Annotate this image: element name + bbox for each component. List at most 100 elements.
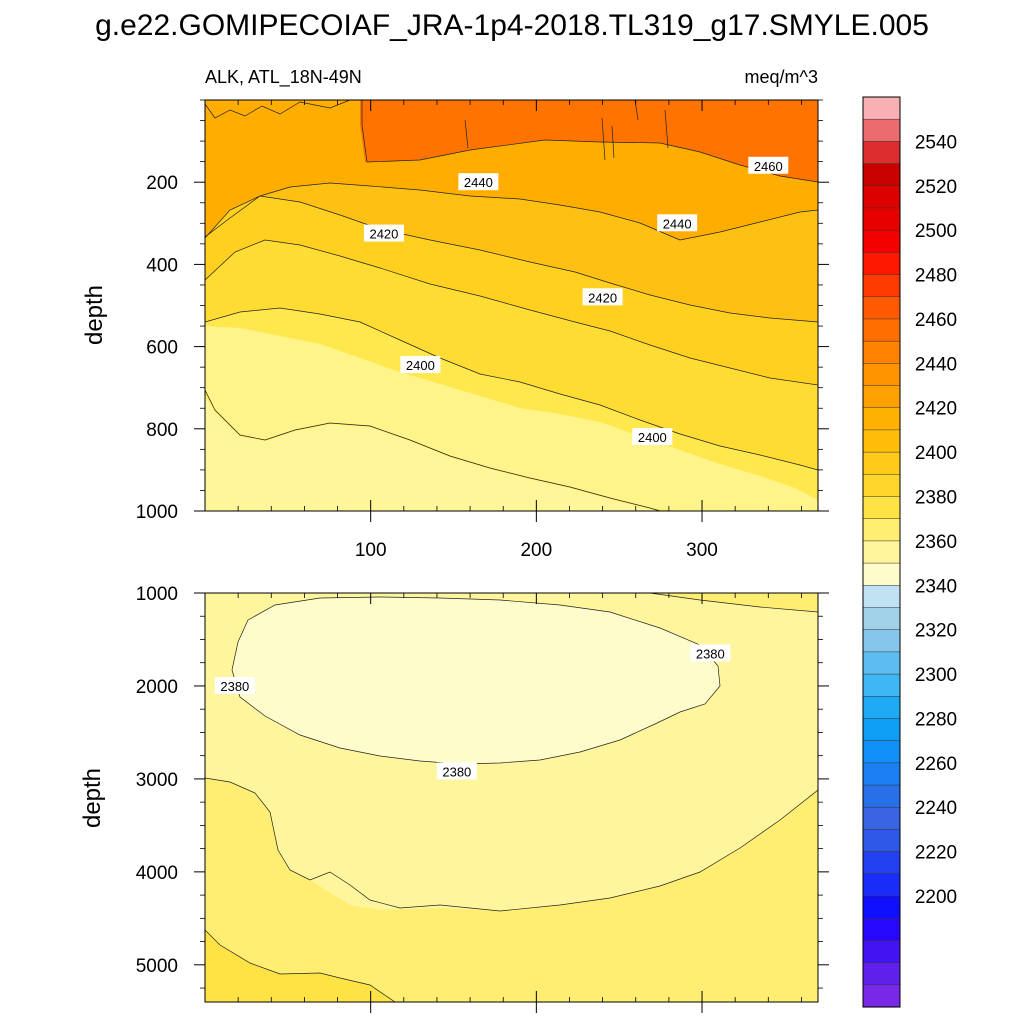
fill-band-2400-bottom	[205, 930, 395, 1002]
colorbar-label: 2320	[915, 621, 957, 642]
fill-band-2390	[205, 326, 818, 511]
contour-label-text: 2420	[588, 290, 617, 305]
colorbar-swatch	[862, 740, 901, 764]
colorbar-label: 2340	[915, 576, 957, 597]
colorbar-swatch	[862, 806, 901, 830]
contour-label-bg	[632, 428, 673, 446]
colorbar-swatch	[862, 829, 901, 853]
colorbar-label: 2200	[915, 887, 957, 908]
colorbar-swatch	[862, 96, 901, 120]
colorbar-swatch	[862, 984, 901, 1008]
contour-label-bg	[400, 356, 441, 374]
upper-y-axis-label: depth	[81, 285, 108, 345]
colorbar-swatch	[862, 118, 901, 142]
colorbar-swatch	[862, 385, 901, 409]
colorbar-swatch	[862, 784, 901, 808]
upper-panel: ALK, ATL_18N-49N meq/m^3	[81, 67, 829, 561]
lower-contour-fills	[205, 593, 818, 1002]
contour-line-2390-deep	[205, 777, 818, 912]
fill-band-2380	[205, 395, 660, 511]
contour-line-2400	[205, 389, 661, 511]
contour-line-2460	[361, 100, 818, 183]
colorbar-label: 2460	[915, 310, 957, 331]
colorbar-label: 2440	[915, 354, 957, 375]
contour-line-top-left	[205, 100, 351, 119]
colorbar-swatch	[862, 762, 901, 786]
colorbar-label: 2480	[915, 266, 957, 287]
y-tick-label: 400	[146, 255, 178, 276]
y-tick-label: 3000	[136, 770, 178, 791]
colorbar-swatch	[862, 163, 901, 187]
upper-contour-labels: 2460 2440 2440 2420 2420 2400 2400	[363, 156, 789, 446]
colorbar-label: 2500	[915, 221, 957, 242]
colorbar-swatch	[862, 940, 901, 964]
colorbar-frame	[862, 96, 901, 1008]
y-tick-label: 1000	[136, 584, 178, 605]
colorbar-swatch	[862, 562, 901, 586]
colorbar: 2540 2520 2500 2480 2460 2440 2420 2400 2380 2360…	[862, 96, 957, 1008]
contour-label-text: 2420	[369, 227, 398, 242]
colorbar-label: 2260	[915, 754, 957, 775]
colorbar-swatch	[862, 496, 901, 520]
y-tick-label: 600	[146, 338, 178, 359]
contour-line-2420	[205, 239, 818, 386]
contour-label: 2400	[400, 356, 441, 374]
colorbar-label: 2280	[915, 709, 957, 730]
contour-line-2440	[205, 182, 818, 241]
x-tick-label: 200	[520, 540, 552, 561]
colorbar-swatch	[862, 141, 901, 165]
contour-label-bg	[657, 214, 698, 232]
contour-label-text: 2380	[220, 679, 249, 694]
contour-label-bg	[214, 676, 255, 694]
colorbar-swatch	[862, 518, 901, 542]
contour-label-text: 2400	[406, 358, 435, 373]
y-tick-label: 4000	[136, 863, 178, 884]
colorbar-swatch	[862, 207, 901, 231]
upper-title-left: ALK, ATL_18N-49N	[205, 67, 362, 88]
contour-label: 2440	[657, 214, 698, 232]
colorbar-swatch	[862, 917, 901, 941]
contour-label-text: 2460	[754, 159, 783, 174]
colorbar-swatch	[862, 296, 901, 320]
colorbar-swatch	[862, 185, 901, 209]
figure-title: g.e22.GOMIPECOIAF_JRA-1p4-2018.TL319_g17…	[95, 9, 929, 42]
upper-title-right: meq/m^3	[745, 67, 818, 87]
colorbar-swatch	[862, 274, 901, 298]
contour-line-2400	[205, 929, 396, 1002]
contour-label: 2420	[582, 288, 623, 306]
upper-axes: 100 200 300 200 400 600 800 1000	[136, 99, 829, 561]
colorbar-swatch	[862, 607, 901, 631]
colorbar-label: 2540	[915, 132, 957, 153]
colorbar-swatch	[862, 540, 901, 564]
contour-label: 2380	[436, 762, 477, 780]
contour-line-2380	[231, 596, 721, 765]
y-tick-label: 800	[146, 420, 178, 441]
colorbar-label: 2520	[915, 177, 957, 198]
colorbar-swatch	[862, 363, 901, 387]
colorbar-swatch	[862, 585, 901, 609]
upper-contour-fills	[205, 100, 818, 511]
colorbar-swatch	[862, 407, 901, 431]
contour-label: 2380	[690, 644, 731, 662]
colorbar-swatch	[862, 252, 901, 276]
colorbar-label: 2300	[915, 665, 957, 686]
contour-label-text: 2380	[442, 764, 471, 779]
contour-line-2430	[205, 195, 818, 323]
colorbar-label: 2240	[915, 798, 957, 819]
colorbar-swatch	[862, 474, 901, 498]
colorbar-swatch	[862, 340, 901, 364]
contour-label-text: 2440	[464, 175, 493, 190]
contour-label: 2380	[214, 676, 255, 694]
colorbar-swatch	[862, 429, 901, 453]
contour-label-bg	[458, 173, 499, 191]
contour-label-text: 2400	[638, 430, 667, 445]
contour-label-bg	[690, 644, 731, 662]
colorbar-label: 2400	[915, 443, 957, 464]
contour-label-bg	[436, 762, 477, 780]
contour-label-bg	[582, 288, 623, 306]
contour-label: 2400	[632, 428, 673, 446]
x-tick-label: 300	[686, 540, 718, 561]
y-tick-label: 1000	[136, 502, 178, 523]
colorbar-swatch	[862, 451, 901, 475]
